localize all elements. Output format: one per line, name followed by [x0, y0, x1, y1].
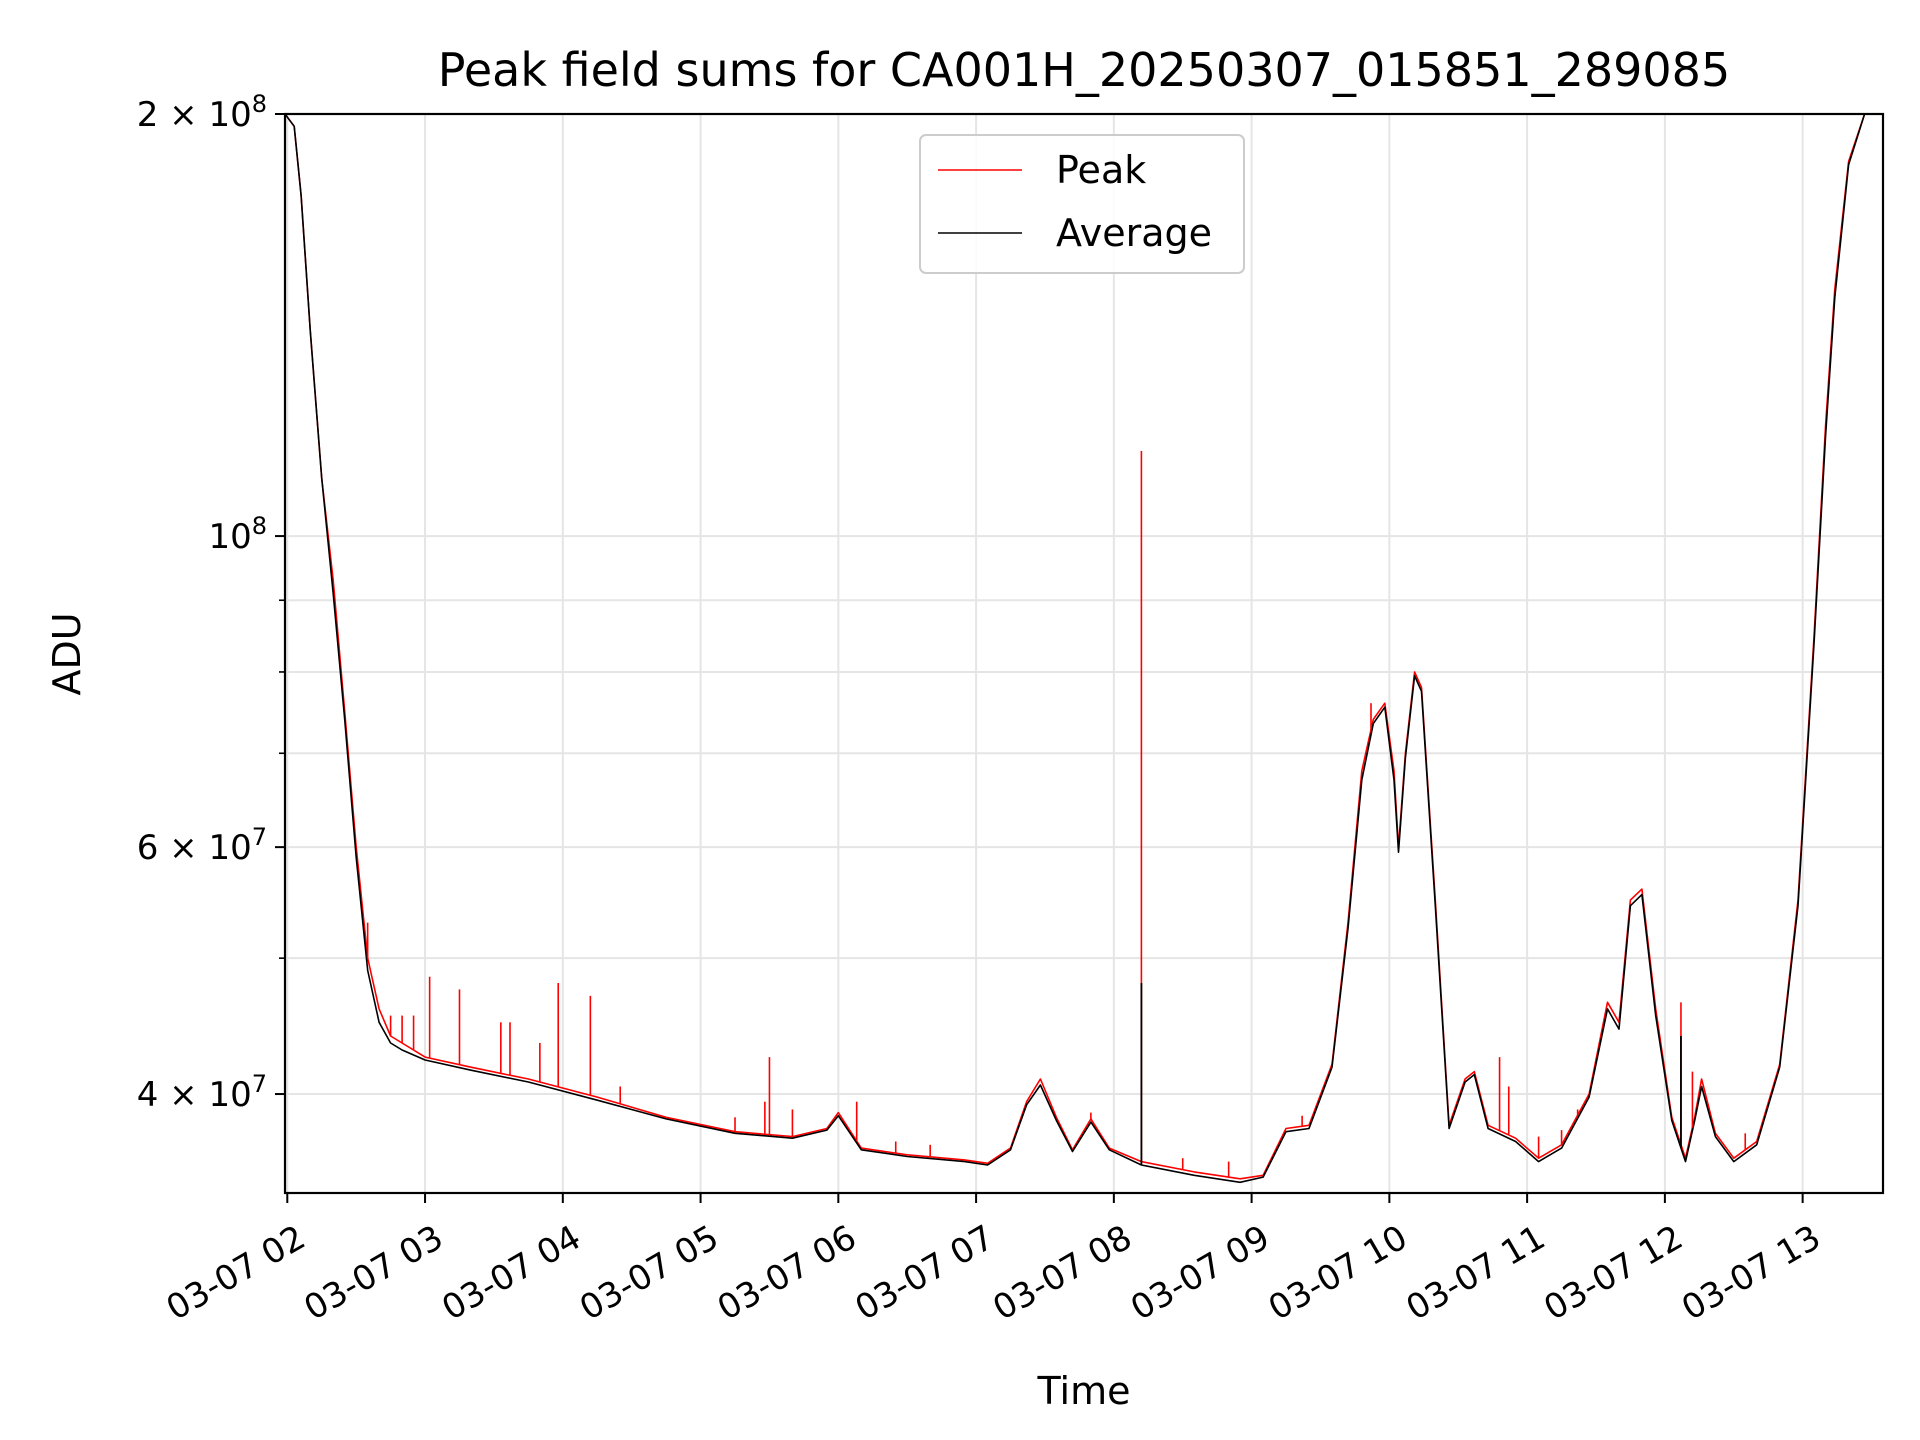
legend-label-average: Average — [1056, 211, 1212, 255]
y-tick-label: 4 × 107 — [137, 1070, 267, 1115]
plot-frame — [283, 112, 1885, 1195]
legend: Peak Average — [919, 134, 1245, 274]
series-clip-group — [285, 114, 1883, 1184]
series-layer — [285, 114, 1883, 1184]
legend-label-peak: Peak — [1056, 148, 1146, 192]
y-tick-label: 108 — [208, 512, 267, 557]
series-line-average — [285, 114, 1883, 1184]
y-tick-label: 6 × 107 — [137, 823, 267, 868]
x-axis-label: Time — [1037, 1369, 1131, 1413]
y-tick-label: 2 × 108 — [137, 90, 267, 135]
chart-title: Peak field sums for CA001H_20250307_0158… — [438, 43, 1730, 97]
y-axis-label: ADU — [45, 612, 89, 695]
